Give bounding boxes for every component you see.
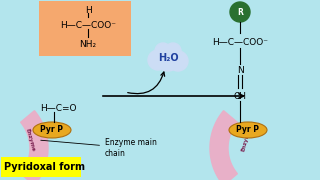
Text: Enzyme main
chain: Enzyme main chain: [41, 138, 157, 158]
Text: Enzyme: Enzyme: [25, 128, 36, 152]
FancyBboxPatch shape: [39, 1, 131, 56]
Text: Pyridoxal form: Pyridoxal form: [4, 162, 85, 172]
Circle shape: [230, 2, 250, 22]
Circle shape: [148, 50, 168, 70]
Text: H—C—COO⁻: H—C—COO⁻: [60, 21, 116, 30]
Text: H—C—COO⁻: H—C—COO⁻: [212, 37, 268, 46]
Ellipse shape: [229, 122, 267, 138]
Text: R: R: [237, 8, 243, 17]
Circle shape: [165, 43, 181, 59]
Text: H₂O: H₂O: [158, 53, 178, 63]
Ellipse shape: [33, 122, 71, 138]
Text: H: H: [84, 6, 92, 15]
FancyBboxPatch shape: [1, 157, 81, 177]
Text: CH: CH: [234, 91, 246, 100]
Text: Pyr P: Pyr P: [41, 125, 63, 134]
Text: N: N: [236, 66, 244, 75]
Text: Enzyme: Enzyme: [241, 128, 252, 152]
Polygon shape: [21, 111, 48, 180]
Circle shape: [168, 51, 188, 71]
Polygon shape: [210, 111, 237, 180]
Text: H—C=O: H—C=O: [40, 103, 76, 112]
Text: Pyr P: Pyr P: [236, 125, 260, 134]
Circle shape: [155, 45, 181, 71]
Text: NH₂: NH₂: [79, 39, 97, 48]
Circle shape: [155, 43, 171, 59]
